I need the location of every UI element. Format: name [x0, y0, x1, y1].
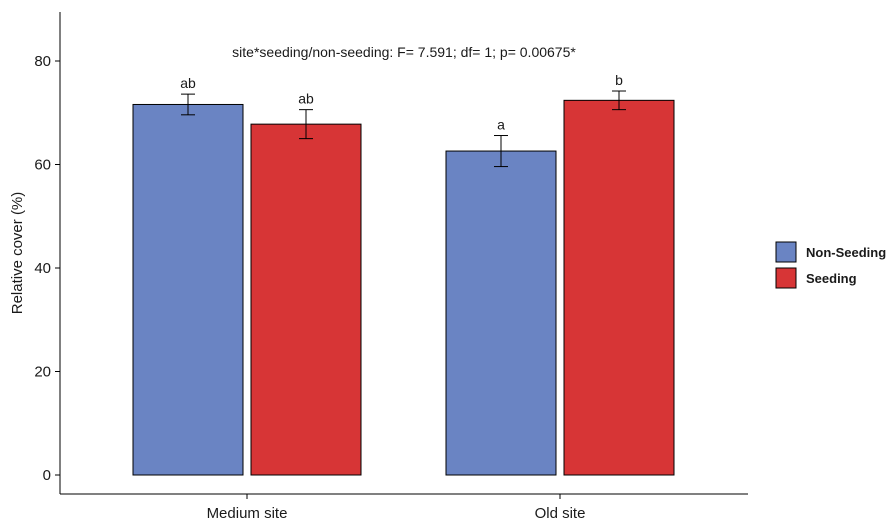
legend-label: Non-Seeding	[806, 245, 886, 260]
error-bar	[612, 90, 626, 111]
bar-non-seeding-2	[445, 150, 557, 476]
y-tick-label: 20	[34, 364, 51, 381]
error-bar	[181, 93, 195, 116]
y-tick-label: 80	[34, 53, 51, 70]
legend-swatch-non-seeding	[775, 241, 797, 263]
x-tick-label: Medium site	[207, 505, 288, 520]
bar-seeding-1	[250, 123, 362, 476]
x-tick-label: Old site	[535, 505, 586, 520]
error-bar	[494, 135, 508, 168]
y-tick-label: 0	[43, 467, 51, 484]
significance-letter: b	[615, 72, 623, 88]
legend-label: Seeding	[806, 271, 857, 286]
error-bar	[299, 109, 313, 140]
significance-letter: a	[497, 117, 505, 133]
bar-non-seeding-1	[132, 103, 244, 476]
y-axis-title: Relative cover (%)	[9, 192, 26, 315]
significance-letter: ab	[180, 75, 196, 91]
y-tick-label: 40	[34, 260, 51, 277]
y-tick-label: 60	[34, 157, 51, 174]
bar-seeding-2	[563, 99, 675, 476]
significance-letter: ab	[298, 91, 314, 107]
bars	[132, 99, 675, 476]
error-bars	[181, 90, 626, 168]
x-ticks: Medium site Old site	[207, 494, 586, 520]
stats-annotation: site*seeding/non-seeding: F= 7.591; df= …	[232, 44, 576, 60]
legend-swatch-seeding	[775, 267, 797, 289]
legend: Non-Seeding Seeding	[775, 241, 886, 289]
y-ticks: 0 20 40 60 80	[34, 53, 60, 484]
